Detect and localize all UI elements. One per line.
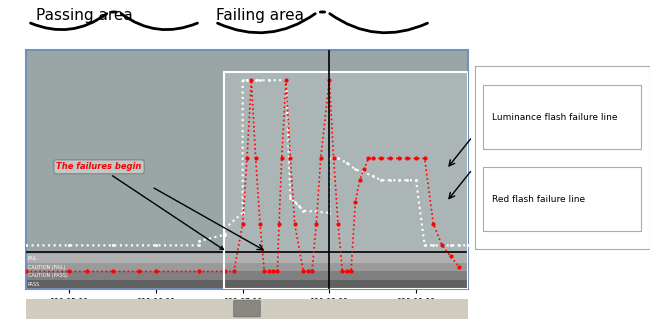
FancyBboxPatch shape [483,85,641,148]
Text: Red flash failure line: Red flash failure line [492,195,585,204]
Text: CAUTION (FAIL): CAUTION (FAIL) [28,265,65,270]
Bar [26,272,468,280]
FancyBboxPatch shape [483,167,641,231]
Text: PASS: PASS [28,282,40,287]
Text: FAIL: FAIL [28,256,38,261]
Text: Luminance flash failure line: Luminance flash failure line [492,113,618,122]
Text: The failures begin: The failures begin [57,162,224,250]
Text: CAUTION (PASS): CAUTION (PASS) [28,273,68,278]
Bar [26,280,468,289]
Text: Passing area: Passing area [36,8,133,23]
FancyBboxPatch shape [234,300,260,317]
Text: Failing area: Failing area [216,8,304,23]
Bar [224,71,468,289]
Bar [26,254,468,263]
Bar [26,263,468,272]
Bar [224,71,468,289]
